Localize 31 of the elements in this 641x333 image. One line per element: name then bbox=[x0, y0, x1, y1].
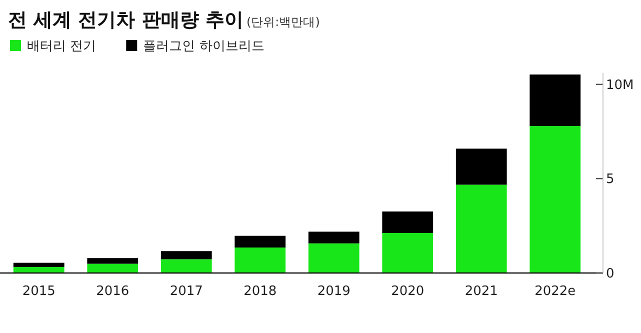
bar bbox=[308, 232, 360, 244]
bar bbox=[530, 74, 581, 126]
bar bbox=[456, 148, 507, 185]
x-tick-label: 2022e bbox=[534, 284, 576, 299]
x-tick-label: 2018 bbox=[244, 284, 277, 299]
bar bbox=[234, 248, 286, 273]
x-tick-label: 2015 bbox=[22, 284, 56, 299]
bar bbox=[382, 211, 434, 233]
bar bbox=[160, 259, 212, 273]
legend-label: 배터리 전기 bbox=[27, 39, 96, 54]
legend-label: 플러그인 하이브리드 bbox=[143, 39, 264, 54]
bar bbox=[87, 258, 138, 264]
x-tick-label: 2021 bbox=[464, 284, 498, 299]
bar bbox=[13, 266, 64, 273]
y-tick-label: 5 bbox=[606, 172, 614, 188]
chart-title: 전 세계 전기차 판매량 추이 bbox=[8, 9, 244, 31]
x-tick-label: 2016 bbox=[96, 284, 130, 299]
x-tick-label: 2017 bbox=[170, 284, 203, 299]
x-tick-label: 2020 bbox=[391, 284, 424, 299]
y-tick-label: 10M bbox=[606, 78, 634, 93]
bar bbox=[530, 126, 581, 273]
bar bbox=[308, 243, 360, 273]
x-tick-label: 2019 bbox=[317, 284, 350, 299]
y-tick-label: 0 bbox=[606, 266, 614, 282]
bar bbox=[456, 184, 507, 273]
bar bbox=[160, 251, 212, 260]
bar bbox=[382, 233, 434, 273]
bar bbox=[87, 264, 138, 273]
bar bbox=[234, 236, 286, 248]
bar bbox=[13, 262, 64, 267]
chart-subtitle: (단위:백만대) bbox=[246, 15, 320, 29]
